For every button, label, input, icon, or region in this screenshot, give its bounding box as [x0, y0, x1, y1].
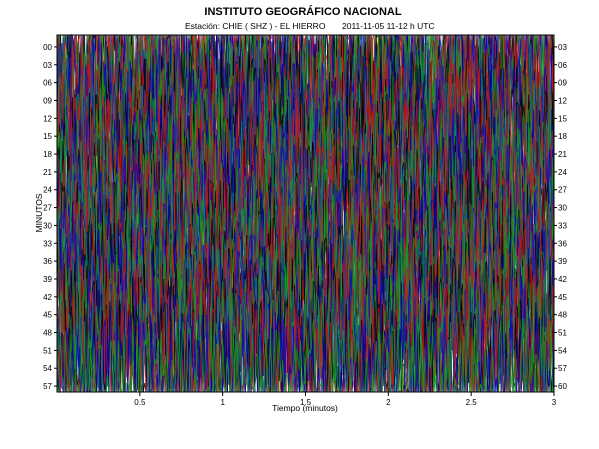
- y-right-tick-label: 36: [558, 239, 567, 248]
- y-right-tick-label: 42: [558, 275, 567, 284]
- y-left-tick-label: 09: [43, 96, 52, 105]
- y-right-tick-label: 27: [558, 186, 567, 195]
- y-right-tick-label: 15: [558, 114, 567, 123]
- y-right-tick-label: 39: [558, 257, 567, 266]
- y-left-tick-label: 51: [43, 346, 52, 355]
- y-left-tick-label: 45: [43, 311, 52, 320]
- seismic-trace: [56, 275, 555, 394]
- y-right-tick-label: 45: [558, 293, 567, 302]
- y-right-tick-label: 06: [558, 61, 567, 70]
- y-right-tick-label: 18: [558, 132, 567, 141]
- seismic-traces: [56, 33, 555, 394]
- y-left-tick-label: 15: [43, 132, 52, 141]
- x-tick-label: 2: [386, 398, 391, 407]
- y-axis-label: MINUTOS: [34, 193, 44, 232]
- seismic-trace: [56, 305, 555, 394]
- x-tick-label: 2.5: [466, 398, 478, 407]
- y-left-tick-label: 03: [43, 61, 52, 70]
- y-left-tick-label: 27: [43, 204, 52, 213]
- y-left-tick-label: 00: [43, 43, 52, 52]
- y-right-tick-label: 57: [558, 364, 567, 373]
- y-left-tick-label: 06: [43, 79, 52, 88]
- y-right-tick-label: 24: [558, 168, 567, 177]
- y-left-tick-label: 57: [43, 382, 52, 391]
- x-tick-label: 3: [552, 398, 557, 407]
- x-axis-ticks: 0.5 1 1.5 2 2.5 3: [134, 392, 557, 407]
- y-right-tick-label: 21: [558, 150, 567, 159]
- y-left-tick-label: 42: [43, 293, 52, 302]
- y-right-tick-label: 60: [558, 382, 567, 391]
- y-right-tick-label: 30: [558, 204, 567, 213]
- y-left-tick-label: 12: [43, 114, 52, 123]
- y-left-tick-label: 21: [43, 168, 52, 177]
- station-label: Estación: CHIE ( SHZ ) - EL HIERRO: [185, 21, 326, 31]
- seismic-trace: [56, 186, 555, 332]
- y-right-tick-label: 09: [558, 79, 567, 88]
- y-left-tick-label: 54: [43, 364, 52, 373]
- y-left-tick-label: 18: [43, 150, 52, 159]
- date-time-label: 2011-11-05 11-12 h UTC: [342, 21, 435, 31]
- y-left-tick-label: 30: [43, 221, 52, 230]
- y-axis-right-ticks: 03 06 09 12 15 18 21 24 27 30 33 36 39 42 45 48 51 54 57 60: [554, 43, 567, 391]
- x-tick-label: 1.5: [300, 398, 312, 407]
- x-tick-label: 0.5: [134, 398, 146, 407]
- y-left-tick-label: 36: [43, 257, 52, 266]
- y-left-tick-label: 33: [43, 239, 52, 248]
- y-left-tick-label: 48: [43, 329, 52, 338]
- x-tick-label: 1: [220, 398, 225, 407]
- y-right-tick-label: 12: [558, 96, 567, 105]
- y-left-tick-label: 24: [43, 186, 52, 195]
- y-right-tick-label: 48: [558, 311, 567, 320]
- y-right-tick-label: 03: [558, 43, 567, 52]
- y-right-tick-label: 33: [558, 221, 567, 230]
- y-axis-left-ticks: 00 03 06 09 12 15 18 21 24 27 30 33 36 39 42 45 48 51 54 57: [43, 43, 57, 391]
- y-right-tick-label: 51: [558, 329, 567, 338]
- x-axis-label: Tiempo (minutos): [272, 403, 338, 413]
- y-left-tick-label: 39: [43, 275, 52, 284]
- chart-title: INSTITUTO GEOGRÁFICO NACIONAL: [204, 5, 401, 18]
- y-right-tick-label: 54: [558, 346, 567, 355]
